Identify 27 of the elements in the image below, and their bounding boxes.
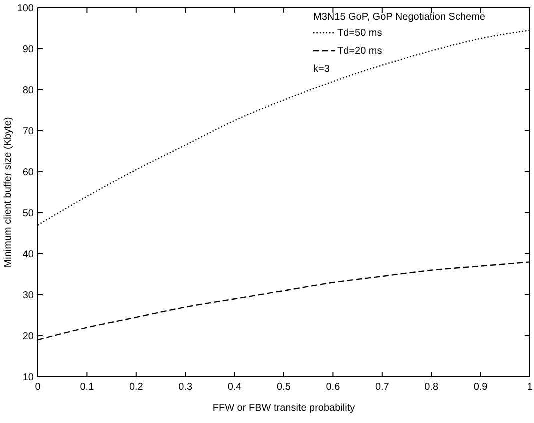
y-tick-label: 30 bbox=[22, 290, 34, 302]
x-tick-label: 0.3 bbox=[178, 382, 193, 393]
x-tick-label: 0.9 bbox=[474, 382, 488, 393]
x-tick-label: 0.6 bbox=[326, 382, 341, 393]
y-tick-label: 100 bbox=[17, 4, 34, 14]
x-tick-label: 0 bbox=[35, 382, 42, 393]
y-tick-label: 60 bbox=[22, 168, 34, 178]
x-tick-label: 0.8 bbox=[424, 382, 439, 393]
annotation: M3N15 GoP, GoP Negotiation Scheme bbox=[314, 12, 486, 23]
y-tick-label: 10 bbox=[22, 372, 34, 384]
y-axis-title: Minimum client buffer size (Kbyte) bbox=[3, 117, 14, 268]
y-tick-label: 40 bbox=[22, 250, 34, 260]
legend-label: Td=20 ms bbox=[338, 46, 382, 57]
legend-label: Td=50 ms bbox=[338, 28, 382, 39]
x-tick-label: 1 bbox=[527, 382, 534, 393]
x-tick-label: 0.4 bbox=[228, 382, 242, 393]
annotation: k=3 bbox=[314, 64, 330, 75]
y-tick-label: 80 bbox=[22, 86, 34, 96]
y-tick-label: 20 bbox=[22, 332, 34, 342]
y-tick-label: 70 bbox=[22, 126, 34, 138]
x-tick-label: 0.2 bbox=[129, 382, 144, 393]
x-tick-label: 0.7 bbox=[375, 382, 390, 393]
y-tick-label: 50 bbox=[22, 208, 34, 220]
x-tick-label: 0.1 bbox=[80, 382, 95, 393]
x-axis-title: FFW or FBW transite probability bbox=[212, 403, 356, 414]
x-tick-label: 0.5 bbox=[277, 382, 292, 393]
y-tick-label: 90 bbox=[22, 44, 34, 56]
